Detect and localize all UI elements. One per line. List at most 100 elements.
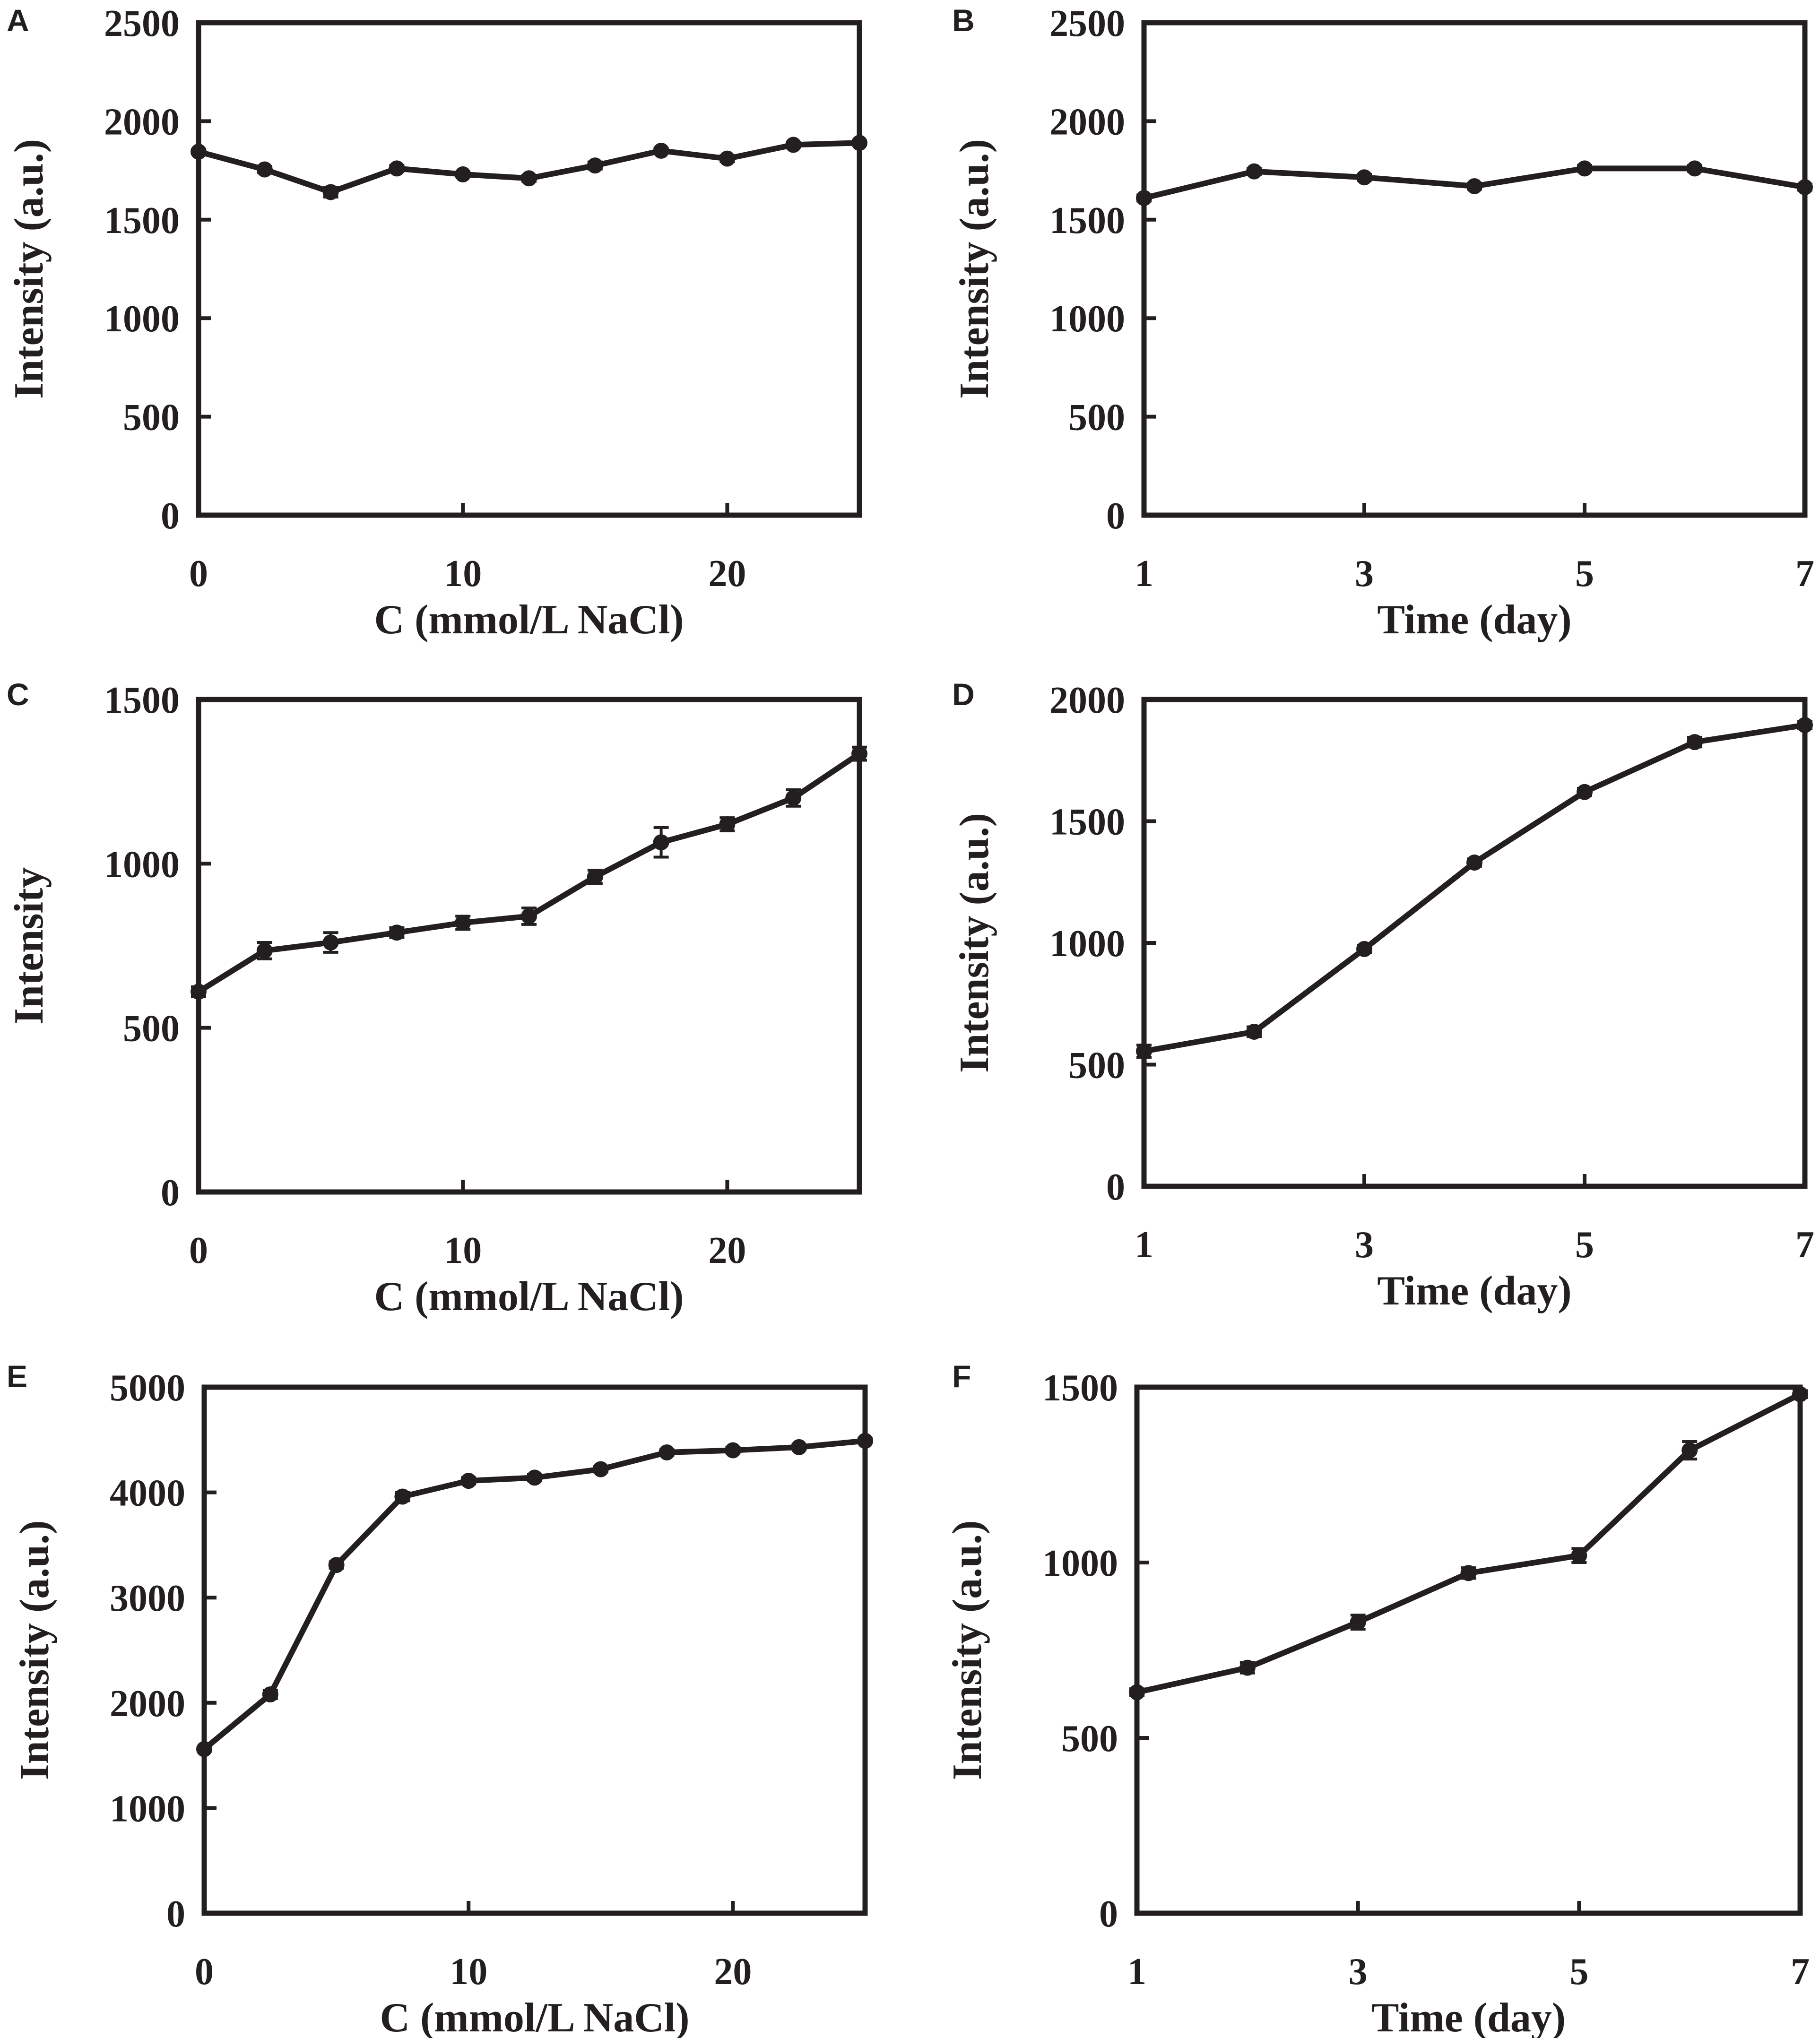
plot-frame — [1134, 1384, 1803, 1916]
x-tick-label: 0 — [195, 1951, 214, 1993]
data-point — [1356, 941, 1372, 957]
data-point — [256, 942, 273, 959]
series-line — [202, 1438, 866, 1752]
data-point — [1466, 855, 1482, 871]
x-axis-title: C (mmol/L NaCl) — [374, 597, 684, 643]
y-tick-label: 0 — [161, 495, 180, 537]
x-tick-label: 20 — [708, 553, 746, 595]
series-line — [1143, 722, 1805, 1054]
x-tick-label: 1 — [1135, 1224, 1153, 1266]
panel-f: F 0 500 1000 1500 1 3 5 7 Time (day) Intensity (a.… — [945, 1359, 1810, 2038]
data-point — [328, 1557, 345, 1573]
data-point — [592, 1461, 609, 1477]
y-tick-label: 4000 — [110, 1473, 185, 1514]
y-tick-label: 500 — [1068, 397, 1125, 439]
data-point — [725, 1442, 741, 1459]
data-point — [322, 184, 339, 200]
data-point — [521, 170, 537, 187]
data-point — [1350, 1614, 1366, 1631]
y-tick-label: 500 — [123, 1008, 180, 1050]
data-point — [785, 137, 802, 153]
y-tick-label: 1000 — [110, 1788, 185, 1830]
x-tick-label: 5 — [1575, 553, 1594, 595]
y-tick-label: 5000 — [110, 1367, 185, 1409]
panel-c: C 0 500 1000 1500 0 10 20 C (mmol/L NaCl) Intensi… — [6, 677, 867, 1320]
data-point — [587, 869, 603, 885]
panel-letter: E — [7, 1359, 27, 1394]
data-point — [196, 1741, 212, 1757]
y-tick-label: 500 — [1061, 1718, 1118, 1760]
y-tick-label: 2000 — [110, 1683, 185, 1725]
series-line — [1136, 1391, 1802, 1695]
data-point — [1136, 1043, 1152, 1060]
x-axis-title: C (mmol/L NaCl) — [374, 1274, 684, 1320]
y-axis-title: Intensity (a.u.) — [6, 139, 52, 399]
x-tick-label: 7 — [1795, 1224, 1814, 1266]
data-point — [1136, 190, 1152, 206]
x-tick-label: 7 — [1795, 553, 1814, 595]
y-axis-title: Intensity (a.u.) — [12, 1520, 58, 1780]
data-point — [1460, 1565, 1477, 1581]
y-tick-label: 2000 — [1049, 680, 1125, 721]
y-tick-label: 0 — [161, 1172, 180, 1214]
data-point — [1571, 1547, 1587, 1564]
data-point — [719, 816, 736, 832]
data-point — [394, 1488, 411, 1505]
panel-e: E 0 1000 2000 3000 4000 5000 0 10 20 C (mmol/L NaC… — [7, 1359, 873, 2038]
plot-frame — [196, 697, 862, 1195]
panel-d: D 0 500 1000 1500 2000 1 3 5 7 Time (day) Intensity… — [952, 677, 1814, 1314]
data-point — [455, 915, 471, 931]
plot-frame — [196, 20, 862, 518]
y-tick-label: 3000 — [110, 1578, 185, 1619]
x-tick-label: 5 — [1575, 1224, 1594, 1266]
x-tick-label: 20 — [708, 1230, 746, 1271]
panel-b: B 0 500 1000 1500 2000 2500 1 3 5 7 Time (day) Inten… — [952, 3, 1814, 643]
x-tick-label: 1 — [1135, 553, 1153, 595]
y-tick-label: 0 — [1106, 1166, 1125, 1208]
y-tick-label: 0 — [1099, 1893, 1118, 1935]
data-point — [191, 144, 207, 160]
panel-letter: F — [952, 1359, 971, 1394]
data-point — [389, 160, 405, 177]
data-point — [791, 1439, 807, 1455]
y-tick-label: 1000 — [1042, 1543, 1118, 1584]
data-point — [653, 142, 669, 159]
x-tick-label: 3 — [1355, 553, 1374, 595]
x-tick-label: 1 — [1127, 1951, 1146, 1993]
y-axis-title: Intensity — [6, 867, 52, 1025]
y-axis-title: Intensity (a.u.) — [952, 813, 997, 1073]
y-tick-label: 2500 — [104, 3, 180, 44]
y-tick-label: 2500 — [1049, 3, 1125, 44]
y-tick-label: 0 — [1106, 495, 1125, 537]
x-tick-label: 3 — [1349, 1951, 1368, 1993]
plot-frame — [1141, 697, 1808, 1189]
y-tick-label: 1500 — [1042, 1367, 1118, 1409]
data-point — [1797, 717, 1813, 734]
data-point — [1792, 1386, 1808, 1402]
data-point — [527, 1469, 543, 1486]
y-tick-label: 1500 — [104, 200, 180, 242]
data-point — [1356, 169, 1372, 186]
data-point — [1246, 1023, 1262, 1040]
data-point — [851, 135, 867, 151]
data-point — [587, 157, 603, 174]
panel-letter: C — [7, 677, 29, 712]
panel-letter: B — [952, 3, 975, 38]
data-point — [389, 924, 405, 941]
data-point — [653, 834, 669, 851]
data-point — [1797, 179, 1813, 196]
data-point — [851, 745, 867, 762]
y-axis-title: Intensity (a.u.) — [952, 139, 997, 399]
plot-frame — [1141, 20, 1808, 518]
y-tick-label: 1500 — [1049, 802, 1125, 843]
data-point — [455, 166, 471, 182]
y-tick-label: 2000 — [1049, 101, 1125, 143]
data-point — [1577, 784, 1593, 800]
x-tick-label: 10 — [444, 1230, 482, 1271]
data-point — [719, 150, 736, 167]
x-axis-title: Time (day) — [1377, 597, 1571, 643]
data-point — [1577, 160, 1593, 177]
x-tick-label: 5 — [1569, 1951, 1588, 1993]
x-tick-label: 7 — [1791, 1951, 1810, 1993]
